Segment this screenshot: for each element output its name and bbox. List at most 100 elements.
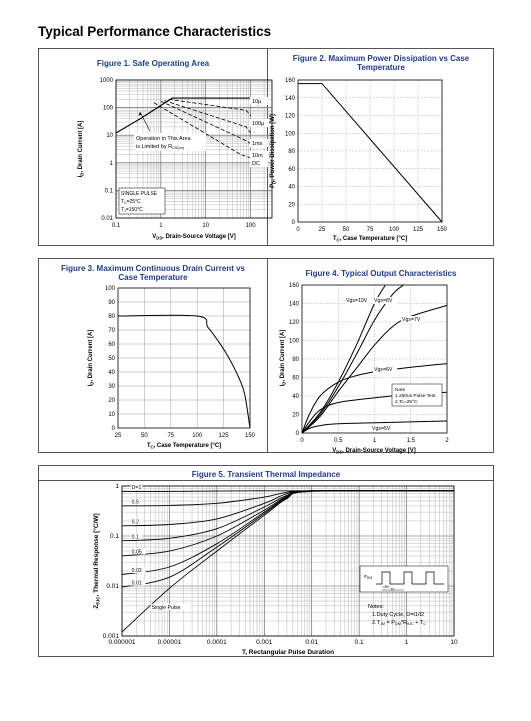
y-tick-label: 50 (108, 356, 115, 362)
y-tick-label: 120 (285, 114, 296, 120)
y-tick-label: 10 (108, 412, 115, 418)
notes-text: 1.Duty Cycle, D=t1/t2 (372, 612, 424, 618)
x-tick-label: 25 (319, 227, 326, 233)
x-tick-label: 0 (300, 438, 304, 444)
label-bg (130, 533, 143, 540)
series-label: 0.01 (132, 581, 142, 587)
soa-line (160, 100, 251, 144)
note-box (391, 383, 443, 407)
y-tick-label: 90 (108, 300, 115, 306)
series-label: 100µ (252, 121, 265, 127)
label-bg (130, 579, 146, 586)
label-bg (250, 97, 268, 105)
fig4-title: Figure 4. Typical Output Characteristics (305, 269, 457, 278)
label-bg (130, 567, 146, 574)
y-tick-label: 100 (105, 286, 116, 292)
fig2-title-line2: Temperature (357, 63, 405, 72)
title-underline (39, 480, 493, 481)
label-bg (250, 139, 268, 147)
series-label: Vgs=10V (346, 298, 368, 304)
y-tick-label: 1000 (100, 78, 114, 84)
y-tick-label: 20 (288, 202, 295, 208)
y-tick-label: 10 (106, 133, 113, 139)
thermal-curve (121, 490, 455, 557)
x-tick-label: 100 (192, 433, 203, 439)
output-curve (301, 284, 404, 434)
inset-label: PDM (364, 574, 372, 580)
annotation-text: TJ=150°C (121, 207, 143, 213)
y-tick-label: 0.1 (105, 188, 114, 194)
y-tick-label: 100 (289, 339, 300, 345)
series-label: DC (252, 161, 260, 167)
series-label: Vgs=5V (372, 426, 391, 432)
panel-divider (267, 259, 268, 452)
fig4-chart: Vgs=10V Vgs=8V Vgs=7V Vgs=6V Vgs=5V Note1.250… (280, 283, 449, 455)
label-bg (250, 159, 268, 167)
y-tick-label: 20 (292, 413, 299, 419)
thermal-curve (121, 490, 455, 575)
inset-label: t2 (391, 588, 394, 592)
inset-box (359, 565, 449, 593)
x-tick-label: 10 (202, 223, 209, 229)
x-tick-label: 75 (167, 433, 174, 439)
annotation-arrow (139, 111, 151, 132)
current-line (117, 314, 251, 429)
annotation-text: is Limited by RDS(on) (136, 144, 185, 150)
y-tick-label: 80 (292, 357, 299, 363)
series-label: 10m (252, 153, 263, 159)
label-bg (130, 483, 143, 490)
x-tick-label: 0.1 (355, 639, 364, 646)
y-tick-label: 0 (112, 426, 116, 432)
plot-frame (121, 485, 455, 637)
y-tick-label: 1 (115, 483, 119, 490)
x-tick-label: 0.0001 (207, 639, 227, 646)
y-tick-label: 60 (292, 376, 299, 382)
note-text: 1.250us Pulse Test (395, 393, 436, 399)
fig2-title-line1: Figure 2. Maximum Power Dissipation vs C… (292, 54, 470, 63)
y-tick-label: 0 (292, 220, 296, 226)
y-tick-label: 70 (108, 328, 115, 334)
series-label: D=1 (132, 485, 142, 491)
plot-frame (297, 79, 443, 223)
y-tick-label: 1 (110, 161, 114, 167)
label-bg (401, 316, 425, 323)
x-tick-label: 0.001 (256, 639, 273, 646)
x-tick-label: 125 (219, 433, 230, 439)
x-tick-label: 1.5 (407, 438, 416, 444)
thermal-curve (121, 490, 455, 633)
series-label: 10µ (252, 99, 262, 105)
y-tick-label: 100 (285, 131, 296, 137)
x-axis-label: TC, Case Temperature [°C] (147, 443, 221, 450)
y-tick-label: 40 (292, 394, 299, 400)
inset-label: t1 (385, 585, 388, 589)
series-label: 1ms (252, 141, 263, 147)
output-curve (301, 420, 448, 434)
y-tick-label: 100 (103, 106, 114, 112)
page-title: Typical Performance Characteristics (38, 24, 272, 39)
x-axis-label: T, Rectangular Pulse Duration (242, 649, 334, 656)
y-tick-label: 140 (289, 302, 300, 308)
y-tick-label: 60 (108, 342, 115, 348)
x-tick-label: 150 (437, 227, 448, 233)
y-tick-label: 20 (108, 398, 115, 404)
series-label: Vgs=8V (374, 298, 393, 304)
y-tick-label: 0.1 (110, 533, 119, 540)
x-tick-label: 125 (413, 227, 424, 233)
x-tick-label: 0.1 (112, 223, 121, 229)
x-tick-label: 25 (115, 433, 122, 439)
series-label: 0.05 (132, 549, 142, 555)
y-tick-label: 30 (108, 384, 115, 390)
annotation-text: TC=25°C (121, 199, 141, 205)
x-tick-label: 1 (373, 438, 377, 444)
label-bg (150, 603, 192, 610)
x-tick-label: 10 (450, 639, 458, 646)
y-tick-label: 120 (289, 320, 300, 326)
y-tick-label: 140 (285, 96, 296, 102)
annotation-text: SINGLE PULSE (121, 191, 158, 197)
y-axis-label: PD, Power Dissipation [W] (270, 114, 277, 188)
soa-line (164, 100, 251, 134)
y-tick-label: 0.01 (106, 583, 119, 590)
x-tick-label: 100 (389, 227, 400, 233)
x-tick-label: 75 (367, 227, 374, 233)
